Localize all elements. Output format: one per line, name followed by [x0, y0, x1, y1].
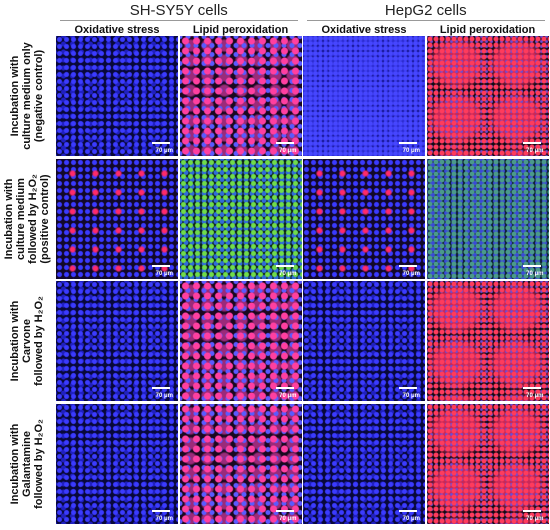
scale-bar [275, 509, 294, 512]
row-label-line: followed by H₂O₂ [33, 418, 45, 509]
micrograph: 70 μm [56, 281, 178, 401]
scale-bar [399, 264, 417, 267]
scale-bar-label: 70 μm [402, 148, 420, 154]
scale-bar-label: 70 μm [526, 393, 544, 399]
scale-bar-label: 70 μm [526, 148, 544, 154]
micrograph: 70 μm [303, 403, 425, 524]
scale-bar-label: 70 μm [155, 515, 173, 522]
row-label-line: culture medium only [21, 42, 33, 150]
micrograph: 70 μm [426, 281, 549, 401]
column-title: Oxidative stress [321, 24, 407, 36]
scale-bar-label: 70 μm [402, 393, 420, 399]
scale-bar-label: 70 μm [155, 393, 173, 399]
scale-bar [522, 387, 541, 389]
scale-bar [522, 264, 541, 267]
scale-bar [275, 387, 294, 389]
scale-bar [522, 142, 541, 144]
scale-bar [399, 509, 417, 512]
group-rule [307, 20, 545, 21]
row-label: Incubation with culture medium followed by… [3, 160, 51, 278]
group-title: SH-SY5Y cells [129, 2, 228, 19]
column-title: Lipid peroxidation [439, 24, 536, 36]
micrograph: 70 μm [56, 158, 178, 279]
scale-bar-label: 70 μm [526, 270, 544, 277]
row-label: Incubation with Carvone followed by H₂O₂ [9, 282, 45, 400]
scale-bar-label: 70 μm [155, 270, 173, 277]
column-title: Oxidative stress [74, 24, 160, 36]
group-title: HepG2 cells [384, 2, 467, 19]
row-label-line: Incubation with [9, 300, 21, 382]
scale-bar-label: 70 μm [402, 515, 420, 522]
micrograph: 70 μm [179, 281, 302, 401]
row-label: Incubation with culture medium only (negat… [9, 37, 45, 155]
scale-bar-label: 70 μm [279, 515, 297, 522]
scale-bar-label: 70 μm [279, 148, 297, 154]
row-label-line: (positive control) [39, 173, 51, 264]
micrograph: 70 μm [179, 36, 302, 156]
column-title: Lipid peroxidation [192, 24, 289, 36]
group-rule [60, 20, 298, 21]
row-label: Incubation with Galantamine followed by H₂… [9, 405, 45, 523]
row-label-line: followed by H₂O₂ [33, 296, 45, 386]
micrograph: 70 μm [426, 403, 549, 524]
scale-bar-label: 70 μm [279, 393, 297, 399]
row-label-line: Carvone [21, 318, 33, 364]
micrograph: 70 μm [56, 403, 178, 524]
row-label-line: followed by H₂O₂ [27, 173, 39, 264]
micrograph: 70 μm [179, 158, 302, 279]
scale-bar [152, 387, 170, 389]
scale-bar [399, 142, 417, 144]
scale-bar [275, 264, 294, 267]
micrograph: 70 μm [426, 36, 549, 156]
row-label-line: (negative control) [33, 49, 45, 143]
scale-bar-label: 70 μm [402, 270, 420, 277]
scale-bar-label: 70 μm [526, 515, 544, 522]
micrograph: 70 μm [303, 281, 425, 401]
scale-bar-label: 70 μm [155, 148, 173, 154]
micrograph: 70 μm [179, 403, 302, 524]
scale-bar-label: 70 μm [279, 270, 297, 277]
micrograph: 70 μm [56, 36, 178, 156]
row-label-line: Incubation with [9, 55, 21, 137]
scale-bar [275, 142, 294, 144]
row-label-line: Incubation with [3, 178, 15, 259]
scale-bar [152, 264, 170, 267]
scale-bar [152, 509, 170, 512]
micrograph: 70 μm [426, 158, 549, 279]
micrograph: 70 μm [303, 158, 425, 279]
scale-bar [399, 387, 417, 389]
scale-bar [522, 509, 541, 512]
scale-bar [152, 142, 170, 144]
micrograph: 70 μm [303, 36, 425, 156]
row-label-line: culture medium [15, 177, 27, 260]
row-label-line: Incubation with [9, 423, 21, 504]
row-label-line: Galantamine [21, 430, 33, 497]
